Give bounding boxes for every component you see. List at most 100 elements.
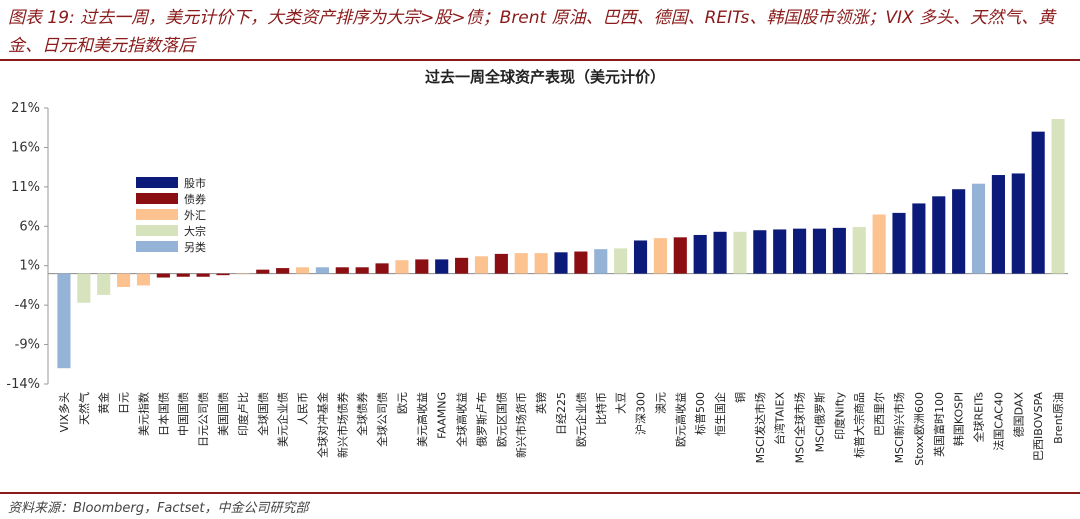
bar [97,273,111,295]
bar [932,196,946,274]
bar [494,253,508,274]
bar [395,260,409,274]
y-tick-label: 1% [19,259,40,274]
bar [117,273,131,288]
x-tick-label: 美元企业债 [276,392,290,447]
bar [196,273,210,277]
bar [872,214,886,274]
y-tick-label: 6% [19,219,40,234]
x-tick-label: 美元高收益 [415,392,429,447]
legend-swatch [136,225,178,236]
legend-label: 另类 [184,240,206,254]
bar [773,229,787,274]
x-tick-label: 巴西里尔 [873,392,886,436]
bar [912,203,926,274]
x-tick-label: 中国国债 [176,392,190,436]
x-tick-label: 欧元企业债 [574,392,588,447]
x-tick-label: 印度Nifty [832,392,846,440]
x-tick-label: 欧元区国债 [494,392,508,447]
bar [474,256,489,274]
x-tick-label: 全球公司债 [375,392,389,447]
x-tick-label: 日本国债 [156,392,170,436]
bar [534,253,548,274]
bar [1051,119,1065,274]
asset-performance-chart: 过去一周全球资产表现（美元计价） -14% -9% -4% 1% 6% 11% 16% 21%… [6,68,1068,466]
legend-label: 外汇 [184,209,206,222]
bar [971,183,986,274]
x-tick-label: 比特币 [594,392,608,425]
bar [733,231,747,274]
bar [514,253,528,274]
bar [455,257,469,274]
bar [693,234,707,274]
bar [852,227,866,274]
bar [256,269,270,274]
bars [57,119,1065,369]
x-tick-label: 日元 [118,392,131,414]
y-tick-label: 21% [11,101,40,116]
bar [653,238,667,274]
legend-swatch [136,193,178,204]
bottom-rule [0,492,1080,494]
y-tick-label: 16% [11,140,40,155]
x-tick-label: 印度卢比 [236,392,250,436]
bar [415,259,429,274]
top-rule [0,59,1080,61]
bar [594,249,608,274]
bar [614,248,628,274]
x-tick-label: 全球REITs [972,392,986,443]
x-tick-label: 沪深300 [634,392,648,435]
y-tick-label: -9% [15,338,40,353]
bar [892,212,906,274]
bar [574,251,588,274]
bar [633,240,648,274]
bar [375,263,389,274]
bar [236,273,250,275]
x-tick-label: 俄罗斯卢布 [475,392,488,447]
x-tick-label: 人民币 [297,392,310,425]
x-tick-label: 全球债券 [355,392,369,436]
x-tick-label: 英镑 [534,392,548,414]
x-axis-labels: VIX多头 天然气 黄金 日元 美元指数 日本国债 中国国债 日元公司债 美国国债 印度卢比 全球国… [57,392,1065,466]
x-tick-label: Stoxx欧洲600 [913,392,926,466]
figure-caption: 图表 19: 过去一周，美元计价下，大类资产排序为大宗>股>债；Brent 原油… [8,8,1056,56]
x-tick-label: 欧元高收益 [673,392,687,447]
x-tick-label: MSCI发达市场 [753,392,767,463]
bar [176,273,190,277]
x-tick-label: 日经225 [555,392,568,435]
legend-swatch [136,177,178,188]
y-tick-label: -4% [15,298,40,313]
x-tick-label: 全球国债 [256,392,270,436]
x-tick-label: 新兴市场货币 [514,392,528,458]
x-tick-label: 全球高收益 [455,392,469,447]
x-tick-label: 德国DAX [1011,392,1025,438]
x-tick-label: 天然气 [77,392,91,425]
x-tick-label: 标普500 [693,392,707,435]
x-tick-label: VIX多头 [57,392,71,432]
bar [1011,173,1025,274]
legend-swatch [136,241,178,252]
y-axis: -14% -9% -4% 1% 6% 11% 16% 21% [6,101,49,392]
x-tick-label: MSCI俄罗斯 [813,392,826,452]
x-tick-label: MSCI新兴市场 [892,392,906,463]
bar [832,227,846,274]
x-tick-label: 英国富时100 [932,392,946,457]
bar [435,259,449,274]
bar [335,267,349,274]
bar [753,230,767,274]
bar [793,228,807,274]
bar [156,273,170,278]
x-tick-label: 韩国KOSPI [952,392,966,446]
bar [276,268,290,274]
x-tick-label: 铜 [733,392,747,403]
bar [136,273,151,286]
x-tick-label: 大豆 [614,392,628,414]
x-tick-label: 巴西IBOVSPA [1032,392,1045,461]
x-tick-label: Brent原油 [1051,392,1065,444]
bar [812,228,827,274]
x-tick-label: 美元指数 [136,392,150,436]
legend-swatch [136,209,178,220]
x-tick-label: 新兴市场债券 [335,392,349,458]
chart-title: 过去一周全球资产表现（美元计价） [425,68,665,86]
bar [991,175,1005,274]
